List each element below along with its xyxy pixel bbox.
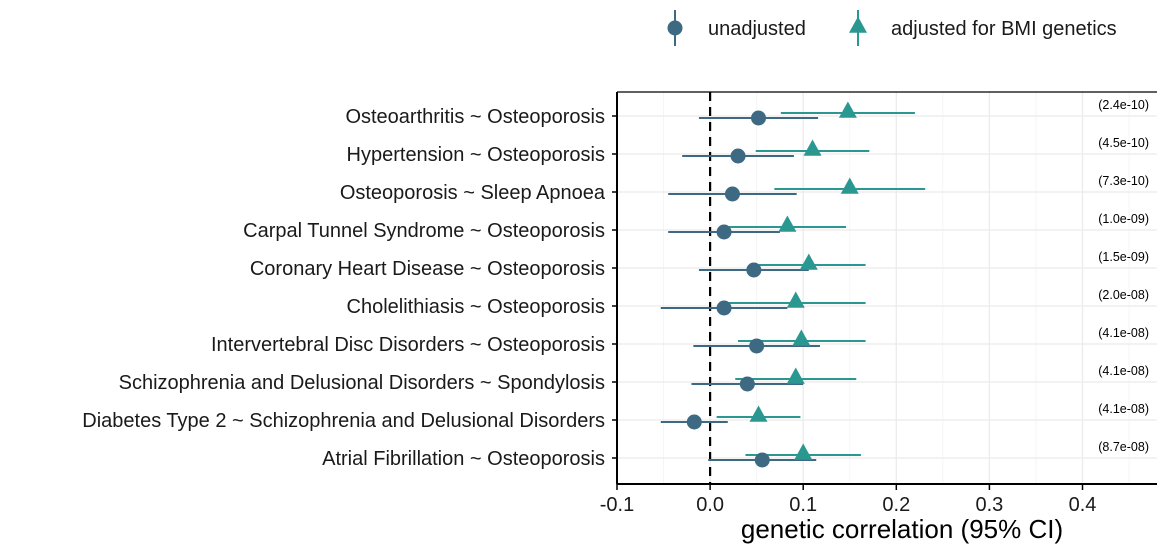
unadjusted-point — [724, 186, 740, 202]
x-axis-title: genetic correlation (95% CI) — [741, 514, 1063, 544]
adjusted-point — [799, 253, 818, 270]
x-tick-label: 0.1 — [789, 494, 817, 516]
adjusted-point — [794, 443, 813, 460]
y-tick-label: Osteoarthritis ~ Osteoporosis — [345, 106, 605, 128]
unadjusted-point — [686, 414, 702, 430]
plot-panel-background — [617, 92, 1157, 484]
x-tick-label: 0.4 — [1069, 494, 1097, 516]
y-tick-label: Diabetes Type 2 ~ Schizophrenia and Delu… — [82, 410, 605, 432]
x-tick-label: 0.0 — [696, 494, 724, 516]
p-value-label: (2.0e-08) — [1098, 288, 1149, 302]
legend-unadjusted-marker — [667, 20, 683, 36]
unadjusted-point — [730, 148, 746, 164]
panel-border — [616, 91, 1157, 485]
p-value-label: (1.5e-09) — [1098, 250, 1149, 264]
adjusted-point — [792, 329, 811, 346]
y-tick-label: Cholelithiasis ~ Osteoporosis — [347, 296, 605, 318]
x-tick-label: 0.2 — [882, 494, 910, 516]
adjusted-point — [786, 291, 805, 308]
legend-adjusted-marker — [849, 16, 867, 33]
unadjusted-point — [716, 300, 732, 316]
x-tick-label: -0.1 — [600, 494, 634, 516]
y-tick-label: Coronary Heart Disease ~ Osteoporosis — [250, 258, 605, 280]
p-value-label: (4.1e-08) — [1098, 326, 1149, 340]
adjusted-point — [840, 177, 859, 194]
y-tick-label: Atrial Fibrillation ~ Osteoporosis — [322, 448, 605, 470]
adjusted-point — [786, 367, 805, 384]
legend-unadjusted-label: unadjusted — [708, 18, 806, 40]
y-tick-label: Schizophrenia and Delusional Disorders ~… — [119, 372, 605, 394]
y-tick-label: Carpal Tunnel Syndrome ~ Osteoporosis — [243, 220, 605, 242]
adjusted-point — [749, 405, 768, 422]
legend: unadjusted adjusted for BMI genetics — [667, 10, 1117, 46]
x-tick-label: 0.3 — [976, 494, 1004, 516]
y-axis-labels: Osteoarthritis ~ Osteoporosis Hypertensio… — [82, 106, 617, 470]
y-tick-label: Hypertension ~ Osteoporosis — [347, 144, 605, 166]
unadjusted-point — [749, 338, 765, 354]
unadjusted-point — [746, 262, 762, 278]
p-value-label: (8.7e-08) — [1098, 440, 1149, 454]
unadjusted-point — [739, 376, 755, 392]
p-value-labels: (2.4e-10) (4.5e-10) (7.3e-10) (1.0e-09) (1.5… — [1098, 98, 1149, 454]
adjusted-point — [778, 215, 797, 232]
adjusted-point — [803, 139, 822, 156]
unadjusted-point — [751, 110, 767, 126]
p-value-label: (7.3e-10) — [1098, 174, 1149, 188]
y-tick-label: Intervertebral Disc Disorders ~ Osteopor… — [211, 334, 605, 356]
p-value-label: (4.1e-08) — [1098, 402, 1149, 416]
p-value-label: (4.1e-08) — [1098, 364, 1149, 378]
y-tick-label: Osteoporosis ~ Sleep Apnoea — [340, 182, 606, 204]
p-value-label: (2.4e-10) — [1098, 98, 1149, 112]
p-value-label: (1.0e-09) — [1098, 212, 1149, 226]
legend-adjusted-label: adjusted for BMI genetics — [891, 18, 1117, 40]
p-value-label: (4.5e-10) — [1098, 136, 1149, 150]
unadjusted-point — [716, 224, 732, 240]
unadjusted-point — [754, 452, 770, 468]
plot-panel — [617, 92, 1157, 484]
x-axis: -0.1 0.0 0.1 0.2 0.3 0.4 genetic correlation (… — [600, 484, 1097, 544]
data-points — [686, 101, 859, 468]
adjusted-point — [838, 101, 857, 118]
